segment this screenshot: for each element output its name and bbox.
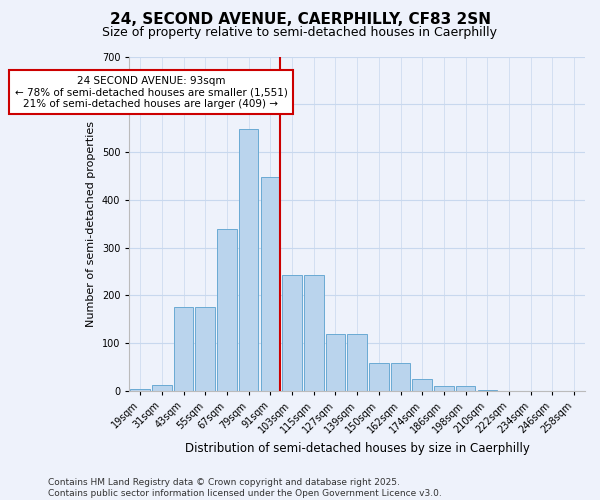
Bar — [456, 386, 475, 391]
Bar — [260, 178, 280, 391]
Bar — [326, 334, 345, 391]
Text: Contains HM Land Registry data © Crown copyright and database right 2025.
Contai: Contains HM Land Registry data © Crown c… — [48, 478, 442, 498]
Bar — [391, 364, 410, 391]
Bar — [282, 275, 302, 391]
Bar — [412, 379, 432, 391]
Text: Size of property relative to semi-detached houses in Caerphilly: Size of property relative to semi-detach… — [103, 26, 497, 39]
Bar — [239, 129, 259, 391]
X-axis label: Distribution of semi-detached houses by size in Caerphilly: Distribution of semi-detached houses by … — [185, 442, 530, 455]
Bar — [130, 388, 150, 391]
Text: 24 SECOND AVENUE: 93sqm
← 78% of semi-detached houses are smaller (1,551)
21% of: 24 SECOND AVENUE: 93sqm ← 78% of semi-de… — [14, 76, 287, 109]
Bar — [217, 228, 237, 391]
Bar — [434, 386, 454, 391]
Text: 24, SECOND AVENUE, CAERPHILLY, CF83 2SN: 24, SECOND AVENUE, CAERPHILLY, CF83 2SN — [110, 12, 491, 28]
Y-axis label: Number of semi-detached properties: Number of semi-detached properties — [86, 121, 96, 327]
Bar — [478, 390, 497, 391]
Bar — [174, 308, 193, 391]
Bar — [304, 275, 323, 391]
Bar — [196, 308, 215, 391]
Bar — [369, 364, 389, 391]
Bar — [347, 334, 367, 391]
Bar — [152, 386, 172, 391]
